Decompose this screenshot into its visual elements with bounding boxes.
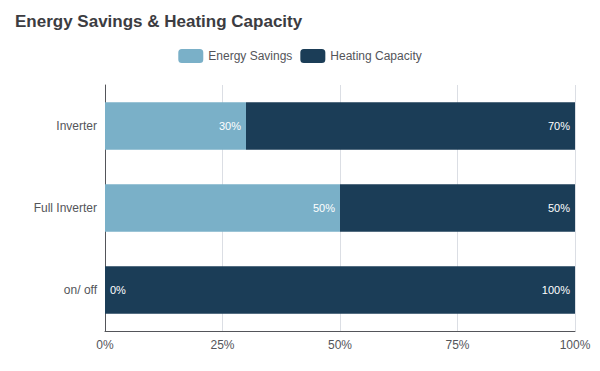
svg-text:100%: 100% xyxy=(542,284,570,296)
svg-text:Full Inverter: Full Inverter xyxy=(34,201,97,215)
svg-text:100%: 100% xyxy=(560,338,591,352)
svg-text:Energy Savings: Energy Savings xyxy=(208,49,292,63)
svg-text:0%: 0% xyxy=(96,338,114,352)
svg-text:50%: 50% xyxy=(328,338,352,352)
svg-text:Inverter: Inverter xyxy=(56,119,97,133)
svg-text:25%: 25% xyxy=(210,338,234,352)
svg-text:70%: 70% xyxy=(548,120,570,132)
svg-text:50%: 50% xyxy=(548,202,570,214)
svg-text:50%: 50% xyxy=(313,202,335,214)
svg-text:30%: 30% xyxy=(219,120,241,132)
svg-text:Energy Savings & Heating Capac: Energy Savings & Heating Capacity xyxy=(15,12,303,31)
svg-text:Heating Capacity: Heating Capacity xyxy=(330,49,421,63)
svg-text:0%: 0% xyxy=(110,284,126,296)
svg-text:on/ off: on/ off xyxy=(64,283,98,297)
svg-text:75%: 75% xyxy=(445,338,469,352)
